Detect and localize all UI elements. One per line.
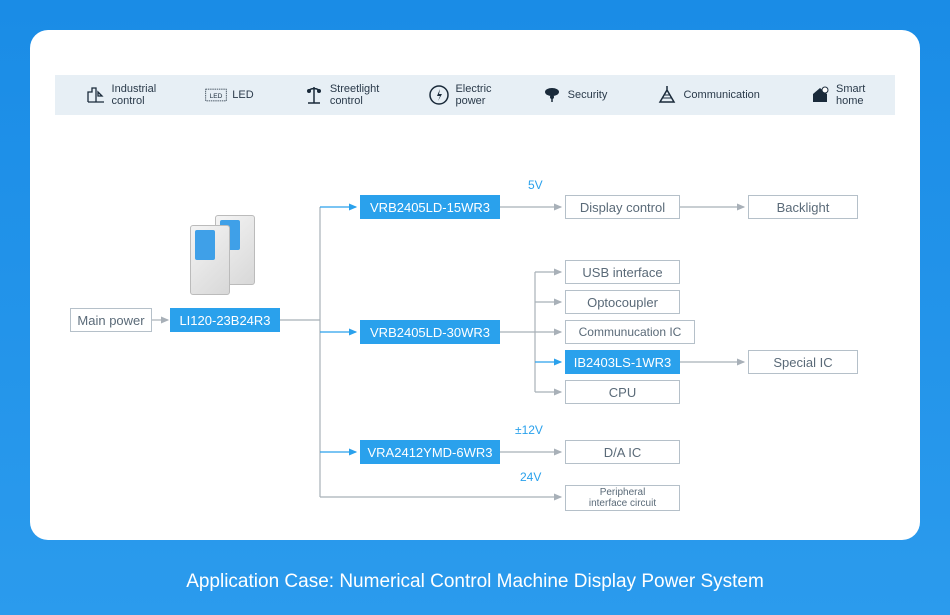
- industrial-icon: [85, 84, 107, 106]
- node-daic: D/A IC: [565, 440, 680, 464]
- node-peripheral: Peripheral interface circuit: [565, 485, 680, 511]
- cat-label: Smart home: [836, 83, 865, 107]
- node-commic: Communucation IC: [565, 320, 695, 344]
- node-opto: Optocoupler: [565, 290, 680, 314]
- caption-text: Application Case: Numerical Control Mach…: [0, 571, 950, 593]
- node-label: D/A IC: [604, 445, 642, 460]
- voltage-12v: ±12V: [515, 423, 543, 437]
- node-cpu: CPU: [565, 380, 680, 404]
- node-label: VRA2412YMD-6WR3: [368, 445, 493, 460]
- power-icon: [428, 84, 450, 106]
- cat-home: Smart home: [809, 83, 865, 107]
- cat-label: Industrial control: [112, 83, 157, 107]
- node-label: CPU: [609, 385, 636, 400]
- diagram-card: Industrial control LED LED Streetlight c…: [30, 30, 920, 540]
- node-label: Special IC: [773, 355, 832, 370]
- home-icon: [809, 84, 831, 106]
- node-special: Special IC: [748, 350, 858, 374]
- voltage-24v: 24V: [520, 470, 541, 484]
- node-label: VRB2405LD-30WR3: [370, 325, 490, 340]
- voltage-text: ±12V: [515, 423, 543, 437]
- comm-icon: [656, 84, 678, 106]
- node-backlight: Backlight: [748, 195, 858, 219]
- cat-led: LED LED: [205, 84, 253, 106]
- cat-label: LED: [232, 89, 253, 101]
- node-label: VRB2405LD-15WR3: [370, 200, 490, 215]
- node-vrb30: VRB2405LD-30WR3: [360, 320, 500, 344]
- cat-streetlight: Streetlight control: [303, 83, 380, 107]
- caption-label: Application Case: Numerical Control Mach…: [186, 571, 764, 592]
- node-label: Main power: [77, 313, 144, 328]
- product-image-front: [190, 225, 230, 295]
- node-vrb15: VRB2405LD-15WR3: [360, 195, 500, 219]
- security-icon: [541, 84, 563, 106]
- category-bar: Industrial control LED LED Streetlight c…: [55, 75, 895, 115]
- node-vra6: VRA2412YMD-6WR3: [360, 440, 500, 464]
- node-display-control: Display control: [565, 195, 680, 219]
- node-label: Display control: [580, 200, 665, 215]
- node-label: Optocoupler: [587, 295, 658, 310]
- cat-label: Streetlight control: [330, 83, 380, 107]
- node-ib2403: IB2403LS-1WR3: [565, 350, 680, 374]
- node-label: Peripheral interface circuit: [589, 487, 656, 509]
- cat-industrial: Industrial control: [85, 83, 157, 107]
- voltage-5v: 5V: [528, 178, 543, 192]
- streetlight-icon: [303, 84, 325, 106]
- cat-comm: Communication: [656, 84, 759, 106]
- node-label: IB2403LS-1WR3: [574, 355, 672, 370]
- led-icon: LED: [205, 84, 227, 106]
- node-label: USB interface: [582, 265, 662, 280]
- cat-power: Electric power: [428, 83, 491, 107]
- node-label: Communucation IC: [579, 325, 682, 339]
- svg-text:LED: LED: [210, 93, 223, 100]
- cat-security: Security: [541, 84, 608, 106]
- voltage-text: 24V: [520, 470, 541, 484]
- cat-label: Security: [568, 89, 608, 101]
- node-label: Backlight: [777, 200, 830, 215]
- node-main-power: Main power: [70, 308, 152, 332]
- node-usb: USB interface: [565, 260, 680, 284]
- node-li120: LI120-23B24R3: [170, 308, 280, 332]
- voltage-text: 5V: [528, 178, 543, 192]
- node-label: LI120-23B24R3: [179, 313, 270, 328]
- cat-label: Communication: [683, 89, 759, 101]
- cat-label: Electric power: [455, 83, 491, 107]
